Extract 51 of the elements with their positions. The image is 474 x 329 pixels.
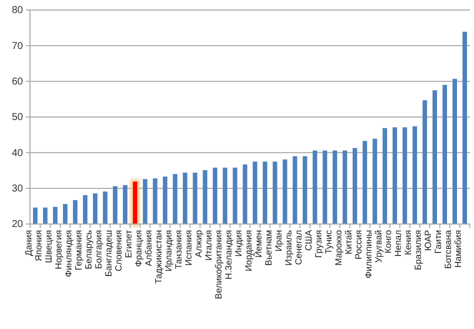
y-tick-label: 80 (12, 5, 24, 16)
y-tick-label: 30 (12, 184, 24, 195)
x-tick-label: Германия (74, 230, 84, 270)
x-tick-label: Уругвай (373, 230, 384, 263)
y-tick-label: 50 (12, 112, 24, 124)
x-tick-label: Египет (124, 230, 134, 258)
x-tick-label: Танзания (173, 230, 184, 270)
x-tick-label: Россия (353, 230, 364, 260)
x-tick-label: Китай (343, 230, 354, 254)
x-tick-label: Ирландия (163, 230, 174, 272)
x-tick-label: Сенегал (293, 230, 304, 265)
x-tick-label: Марокко (333, 230, 344, 266)
x-tick-label: Италия (203, 230, 214, 261)
x-tick-label: Болгария (94, 230, 104, 269)
x-tick-label: Грузия (313, 230, 324, 258)
x-tick-label: Испания (183, 230, 194, 266)
x-tick-label: Ботсвана (443, 230, 454, 269)
x-tick-label: Бангладеш (104, 230, 114, 277)
x-tick-label: Йемен (252, 230, 264, 258)
x-tick-label: Япония (34, 230, 44, 262)
x-tick-label: Бразилия (413, 230, 424, 270)
y-tick-label: 20 (12, 219, 24, 230)
x-tick-label: ЮАР (423, 230, 434, 251)
x-tick-label: Индия (233, 230, 244, 257)
x-tick-label: Швеция (44, 230, 54, 263)
x-tick-label: Конго (383, 230, 394, 254)
x-tick-label: Франция (134, 230, 144, 267)
x-tick-label: Великобритания (213, 230, 224, 300)
x-tick-label: Кения (403, 230, 414, 256)
x-tick-label: Вьетнам (263, 230, 274, 266)
x-tick-label: Алжир (193, 230, 204, 258)
x-tick-label: Иран (273, 230, 284, 252)
x-tick-label: Таджикистан (153, 230, 164, 284)
x-tick-label: Беларусь (84, 230, 94, 270)
y-tick-label: 70 (12, 40, 24, 52)
x-tick-label: Филиппины (363, 230, 374, 278)
x-tick-label: Н.Зеландия (223, 230, 234, 280)
x-tick-label: Дания (24, 230, 34, 256)
x-tick-label: Словения (114, 230, 124, 272)
x-tick-label: Гаити (433, 230, 444, 254)
y-tick-label: 60 (12, 76, 24, 88)
x-tick-label: Непал (393, 230, 404, 257)
x-tick-label: Албания (144, 230, 154, 266)
x-tick-label: Намибия (453, 230, 464, 268)
x-tick-label: США (303, 230, 314, 251)
x-tick-label: Норвегия (54, 230, 64, 270)
x-tick-label: Тунис (323, 230, 334, 254)
x-tick-label: Иордания (243, 230, 254, 272)
x-tick-label: Финляндия (64, 230, 74, 278)
y-tick-label: 40 (12, 148, 24, 159)
x-tick-label: Израиль (283, 230, 294, 266)
